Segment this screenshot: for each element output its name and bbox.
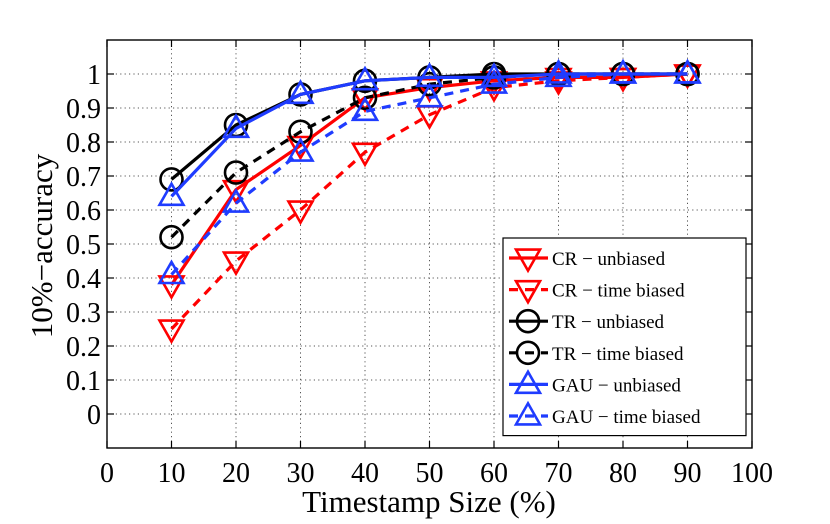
legend-marker bbox=[513, 248, 543, 274]
series-line bbox=[170, 72, 688, 198]
data-point bbox=[544, 67, 573, 93]
y-tick-label: 0.6 bbox=[66, 196, 101, 227]
axes: 0 10 20 30 40 50 60 70 80 90 10000.10.20.30.40.50.… bbox=[66, 39, 773, 489]
series-line bbox=[170, 72, 688, 276]
data-point bbox=[350, 65, 380, 91]
series-line bbox=[170, 72, 688, 331]
legend-entry: TR − time biased bbox=[509, 340, 684, 366]
legend-label: GAU − unbiased bbox=[552, 375, 681, 396]
legend-entry: TR − unbiased bbox=[509, 308, 665, 334]
data-point bbox=[286, 79, 315, 105]
y-tick-label: 0.7 bbox=[66, 162, 101, 193]
data-point bbox=[350, 96, 380, 122]
data-point bbox=[221, 187, 251, 213]
data-point bbox=[544, 62, 573, 88]
data-point bbox=[673, 64, 702, 90]
data-point bbox=[221, 251, 251, 277]
y-tick-label: 1 bbox=[87, 60, 101, 91]
y-tick-label: 0.8 bbox=[66, 128, 101, 159]
x-axis-title: Timestamp Size (%) bbox=[302, 484, 556, 519]
x-tick-label: 90 bbox=[674, 458, 702, 489]
data-point bbox=[157, 319, 186, 345]
x-tick-label: 10 bbox=[158, 458, 186, 489]
x-tick-label: 80 bbox=[609, 458, 637, 489]
y-tick-label: 0.9 bbox=[66, 94, 101, 125]
data-point bbox=[221, 179, 251, 205]
legend-label: TR − unbiased bbox=[552, 312, 665, 333]
legend-marker bbox=[515, 340, 541, 366]
data-point bbox=[350, 142, 380, 168]
data-point bbox=[673, 58, 702, 84]
legend-marker bbox=[513, 279, 543, 305]
data-point bbox=[157, 181, 186, 207]
data-point bbox=[286, 200, 315, 226]
legend-entry: CR − unbiased bbox=[509, 248, 666, 274]
data-point bbox=[415, 82, 444, 108]
legend-entry: CR − time biased bbox=[509, 279, 685, 305]
y-tick-label: 0.3 bbox=[66, 298, 101, 329]
data-point bbox=[608, 58, 638, 84]
legend-label: TR − time biased bbox=[552, 344, 684, 365]
data-point bbox=[352, 85, 378, 111]
legend-label: GAU − time biased bbox=[552, 407, 701, 428]
legend-entry: GAU − unbiased bbox=[509, 369, 681, 396]
legend-box bbox=[502, 237, 747, 437]
y-axis-title: 10%−accuracy bbox=[24, 153, 59, 338]
data-point bbox=[288, 119, 313, 145]
y-tick-label: 0.4 bbox=[66, 264, 101, 295]
legend-marker bbox=[513, 400, 543, 426]
data-point bbox=[286, 136, 315, 162]
data-point bbox=[479, 77, 509, 103]
y-tick-label: 0.5 bbox=[66, 230, 101, 261]
series-5 bbox=[157, 58, 702, 285]
x-tick-label: 50 bbox=[416, 458, 444, 489]
legend-label: CR − unbiased bbox=[552, 249, 666, 270]
data-point bbox=[415, 77, 444, 103]
data-point bbox=[159, 167, 184, 192]
data-point bbox=[479, 68, 509, 94]
data-point bbox=[157, 259, 186, 285]
data-point bbox=[544, 58, 573, 84]
x-tick-label: 0 bbox=[100, 458, 114, 489]
x-tick-label: 30 bbox=[287, 458, 315, 489]
legend-label: CR − time biased bbox=[552, 281, 685, 302]
data-point bbox=[221, 113, 251, 139]
x-tick-label: 60 bbox=[480, 458, 508, 489]
legend-entry: GAU − time biased bbox=[509, 400, 701, 428]
x-tick-label: 100 bbox=[731, 458, 773, 489]
series bbox=[157, 58, 702, 345]
data-point bbox=[223, 160, 249, 185]
data-point bbox=[157, 275, 186, 301]
x-tick-label: 70 bbox=[545, 458, 573, 489]
legend-marker bbox=[515, 308, 541, 334]
legend-marker bbox=[513, 369, 543, 395]
data-point bbox=[159, 224, 184, 250]
y-tick-label: 0 bbox=[87, 400, 101, 431]
legend: CR − unbiased CR − time biased TR − unbias… bbox=[502, 237, 747, 437]
y-tick-label: 0.1 bbox=[66, 366, 101, 397]
y-tick-label: 0.2 bbox=[66, 332, 101, 363]
data-point bbox=[608, 67, 638, 93]
x-tick-label: 40 bbox=[351, 458, 379, 489]
x-tick-label: 20 bbox=[222, 458, 250, 489]
